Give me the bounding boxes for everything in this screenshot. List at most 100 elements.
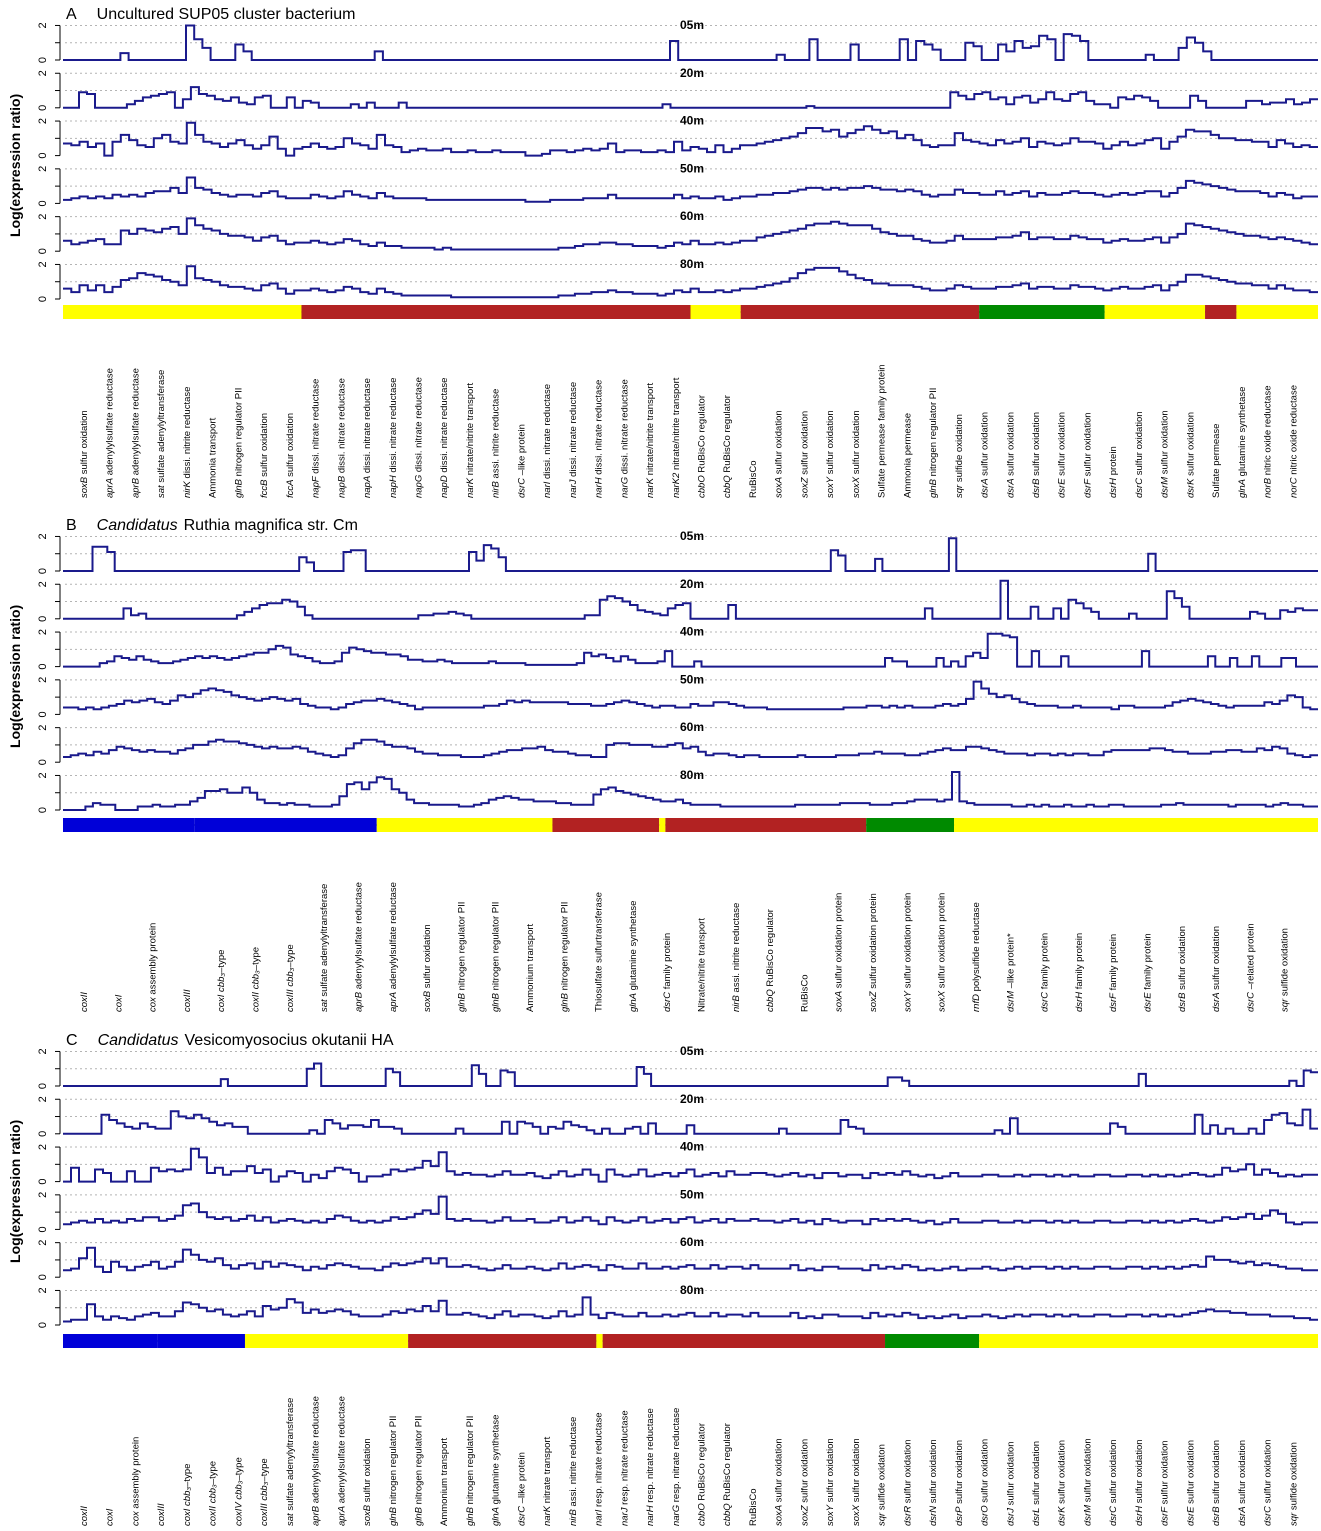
gene-function: nitrogen regulator PII (465, 1416, 476, 1507)
gene-symbol: dsrH (1074, 992, 1085, 1012)
gene-function: dissi. nitrate reductase (594, 380, 605, 478)
gene-label: aprA adenylylsulfate reductase (336, 1396, 347, 1526)
gene-label: glnB nitrogen regulator PII (928, 388, 939, 498)
y-tick-label: 0 (37, 711, 49, 717)
gene-label: coxI cbb₃–type (216, 950, 227, 1012)
gene-symbol: soxA (774, 1505, 785, 1526)
gene-function: resp. nitrate reductase (619, 1410, 630, 1507)
gene-function: sulfur oxidation (1082, 412, 1093, 479)
y-tick-label: 0 (37, 57, 49, 63)
gene-symbol: coxI cbb₃ (216, 973, 227, 1012)
gene-function: –type (208, 1461, 219, 1484)
depth-label: 05m (680, 1044, 704, 1058)
gene-segment-red (552, 818, 660, 832)
gene-symbol: narJ (619, 1507, 630, 1526)
depth-label: 20m (680, 1092, 704, 1106)
gene-symbol: soxZ (799, 1504, 810, 1526)
gene-symbol: dsrK (1057, 1506, 1068, 1526)
gene-function: sulfur oxidation (928, 1439, 939, 1506)
gene-function: glutamine synthetase (628, 901, 639, 993)
gene-function: sulfur oxidation (1005, 412, 1016, 479)
gene-segment-yellow (1236, 305, 1318, 319)
gene-label: soxB sulfur oxidation (79, 410, 90, 498)
gene-symbol: coxII (79, 992, 90, 1012)
gene-symbol: dsrC (1040, 992, 1051, 1012)
gene-function: nitrate/nitrite transport (645, 383, 656, 478)
gene-label: dsrB sulfur oxidation (1211, 1440, 1222, 1526)
series-line-60m (63, 738, 1318, 758)
series-line-40m (63, 632, 1318, 668)
depth-row-20m: 0 2 20m (37, 577, 1318, 622)
gene-function: sulfur oxidation (285, 413, 296, 480)
gene-label: nirB assi. nitrite reductase (731, 903, 742, 1012)
gene-label: glnB nitrogen regulator PII (456, 902, 467, 1012)
gene-segment-yellow (376, 818, 553, 832)
panel-title: B Candidatus Ruthia magnifica str. Cm (66, 517, 358, 534)
series-line-80m (63, 1296, 1318, 1323)
gene-symbol: soxA (834, 991, 845, 1012)
gene-segment-red (602, 1334, 886, 1348)
gene-function: dissi. nitrite reductase (182, 387, 193, 482)
gene-symbol: dsrM (1005, 991, 1016, 1012)
gene-symbol: soxB (362, 1504, 373, 1526)
gene-symbol: narH (594, 477, 605, 498)
gene-symbol: napG (413, 475, 424, 498)
gene-symbol: dsrB (1211, 1506, 1222, 1526)
gene-function: sulfur oxidation (825, 410, 836, 477)
gene-label: cbbO RuBisCo regulator (697, 1423, 708, 1526)
gene-label: aprA adenylylsulfate reductase (105, 368, 116, 498)
gene-symbol: norC (1288, 477, 1299, 498)
gene-function: dissi. nitrate reductase (619, 379, 630, 477)
gene-function: family protein (1108, 934, 1119, 993)
organism-genus: Candidatus (98, 1032, 179, 1049)
series-line-50m (63, 680, 1318, 711)
gene-function: sulfur oxidation (1108, 1439, 1119, 1506)
gene-segment-green (885, 1334, 980, 1348)
depth-row-05m: 0 2 05m (37, 529, 1318, 574)
gene-function: Thiosulfate sulfurtransferase (594, 892, 605, 1012)
y-tick-label: 0 (37, 248, 49, 254)
y-tick-label: 2 (37, 214, 49, 220)
gene-function: assi. nitrite reductase (568, 1417, 579, 1509)
depth-label: 50m (680, 161, 704, 175)
gene-function: sulfur oxidation (1057, 1440, 1068, 1507)
y-axis-label: Log(expression ratio) (7, 605, 23, 748)
gene-labels: soxB sulfur oxidation aprA adenylylsulfat… (79, 364, 1299, 498)
gene-symbol: cbbQ (765, 989, 776, 1012)
gene-symbol: glnA (1237, 479, 1248, 498)
gene-symbol: coxIII (182, 989, 193, 1012)
gene-symbol: sqr (1280, 998, 1291, 1012)
gene-symbol: coxI (113, 994, 124, 1012)
gene-symbol: coxIV cbb₃ (233, 1480, 244, 1526)
series-line-60m (63, 217, 1318, 251)
gene-symbol: glnB (233, 478, 244, 498)
gene-category-bar (63, 305, 1318, 319)
depth-label: 05m (680, 529, 704, 543)
gene-function: sulfur oxidation (79, 410, 90, 477)
y-tick-label: 0 (37, 1322, 49, 1328)
gene-function: sulfide oxidation (1288, 1442, 1299, 1513)
gene-label: cbbQ RuBisCo regulator (722, 1423, 733, 1526)
gene-function: nitric oxide reductase (1263, 386, 1274, 478)
gene-label: norB nitric oxide reductase (1263, 386, 1274, 499)
gene-function: assembly protein (148, 923, 159, 997)
gene-label: coxIII cbb₃–type (259, 1458, 270, 1526)
gene-function: sulfate adenylyltransferase (285, 1398, 296, 1514)
gene-function: resp. nitrate reductase (594, 1412, 605, 1509)
gene-symbol: coxII (79, 1506, 90, 1526)
gene-symbol: sqr (1288, 1512, 1299, 1526)
depth-label: 60m (680, 209, 704, 223)
gene-function: RuBisCo regulator (722, 395, 733, 475)
depth-row-80m: 0 2 80m (37, 257, 1318, 302)
depth-row-20m: 0 2 20m (37, 1092, 1318, 1137)
gene-segment-yellow (1104, 305, 1206, 319)
gene-label: cbbQ RuBisCo regulator (722, 395, 733, 498)
gene-function: sulfate adenylyltransferase (319, 884, 330, 1000)
y-tick-label: 0 (37, 807, 49, 813)
gene-label: aprB adenylylsulfate reductase (130, 368, 141, 498)
panel-c: C Candidatus Vesicomyosocius okutanii HA Lo… (7, 1032, 1318, 1526)
y-tick-label: 0 (37, 105, 49, 111)
gene-label: soxZ sulfur oxidation protein (868, 893, 879, 1012)
gene-segment-yellow (63, 305, 302, 319)
gene-category-bar (63, 818, 1318, 832)
